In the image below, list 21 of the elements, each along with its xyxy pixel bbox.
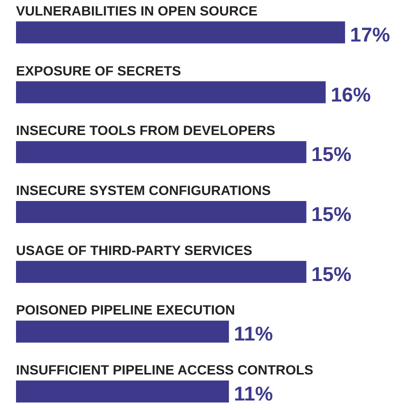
data-label: 15% <box>311 204 352 226</box>
y-tick-label: INSUFFICIENT PIPELINE ACCESS CONTROLS <box>16 362 314 378</box>
bar <box>16 380 229 403</box>
y-tick-label: VULNERABILITIES IN OPEN SOURCE <box>16 3 258 18</box>
y-tick-label: POISONED PIPELINE EXECUTION <box>16 302 236 318</box>
y-tick-label: EXPOSURE OF SECRETS <box>16 63 182 78</box>
bar <box>16 320 229 343</box>
bar <box>16 21 346 44</box>
data-label: 15% <box>311 144 352 166</box>
data-label: 11% <box>234 324 274 346</box>
bar <box>16 81 326 104</box>
bar <box>16 141 306 164</box>
data-label: 11% <box>234 384 274 406</box>
y-tick-label: USAGE OF THIRD-PARTY SERVICES <box>16 242 252 258</box>
data-label: 17% <box>350 24 390 46</box>
y-tick-label: INSECURE SYSTEM CONFIGURATIONS <box>16 182 271 198</box>
bar <box>16 200 306 223</box>
data-label: 16% <box>330 84 371 106</box>
bar <box>16 260 306 283</box>
data-label: 15% <box>311 264 352 286</box>
y-tick-label: INSECURE TOOLS FROM DEVELOPERS <box>16 123 276 138</box>
